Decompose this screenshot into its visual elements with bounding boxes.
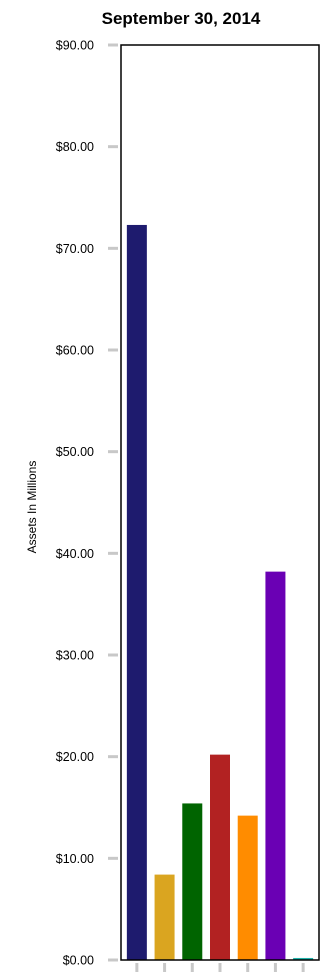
y-tick-label: $50.00 bbox=[56, 445, 94, 459]
y-tick-label: $0.00 bbox=[63, 954, 94, 968]
bar bbox=[182, 803, 203, 960]
y-tick-label: $60.00 bbox=[56, 344, 94, 358]
y-axis-ticks: $0.00 $10.00 $20.00 $30.00 $40.00 $50.00 $60.0… bbox=[56, 39, 118, 968]
bar bbox=[126, 224, 147, 960]
chart-title: September 30, 2014 bbox=[102, 9, 261, 28]
y-tick-label: $40.00 bbox=[56, 547, 94, 561]
y-tick-label: $10.00 bbox=[56, 852, 94, 866]
bar bbox=[210, 754, 230, 960]
y-tick-label: $70.00 bbox=[56, 242, 94, 256]
y-tick-label: $20.00 bbox=[56, 750, 94, 764]
bar bbox=[237, 815, 258, 960]
y-tick-label: $80.00 bbox=[56, 140, 94, 154]
y-axis-label: Assets In Millions bbox=[25, 461, 39, 554]
bar bbox=[154, 874, 175, 960]
y-tick-label: $30.00 bbox=[56, 649, 94, 663]
bars bbox=[126, 224, 314, 960]
bar bbox=[265, 571, 286, 960]
plot-frame bbox=[120, 44, 320, 961]
y-tick-label: $90.00 bbox=[56, 39, 94, 53]
bar bbox=[293, 957, 314, 960]
x-axis-ticks bbox=[135, 963, 305, 972]
